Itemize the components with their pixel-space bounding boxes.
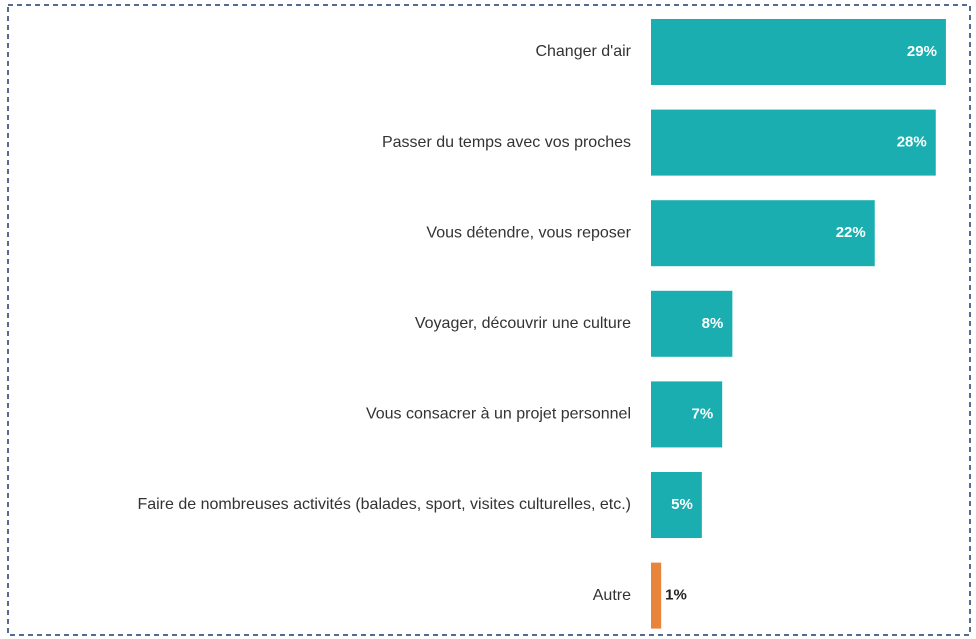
value-label: 28% — [897, 134, 927, 151]
bar — [651, 381, 723, 448]
category-label: Vous détendre, vous reposer — [426, 224, 631, 241]
bar — [651, 472, 702, 538]
category-label: Vous consacrer à un projet personnel — [366, 406, 631, 423]
frame — [7, 4, 971, 636]
bar — [651, 19, 946, 85]
value-label: 22% — [836, 224, 866, 241]
bar — [651, 290, 733, 357]
bar — [651, 562, 662, 629]
category-label: Faire de nombreuses activités (balades, … — [137, 496, 631, 513]
value-label: 29% — [907, 43, 937, 60]
category-label: Autre — [593, 587, 631, 604]
category-label: Changer d'air — [535, 43, 631, 60]
bar — [651, 200, 875, 267]
category-label: Voyager, découvrir une culture — [415, 315, 631, 332]
value-label: 1% — [665, 587, 687, 604]
value-label: 5% — [671, 496, 693, 513]
value-label: 8% — [702, 315, 724, 332]
bar — [651, 109, 936, 176]
category-label: Passer du temps avec vos proches — [382, 134, 631, 151]
value-label: 7% — [692, 405, 714, 422]
